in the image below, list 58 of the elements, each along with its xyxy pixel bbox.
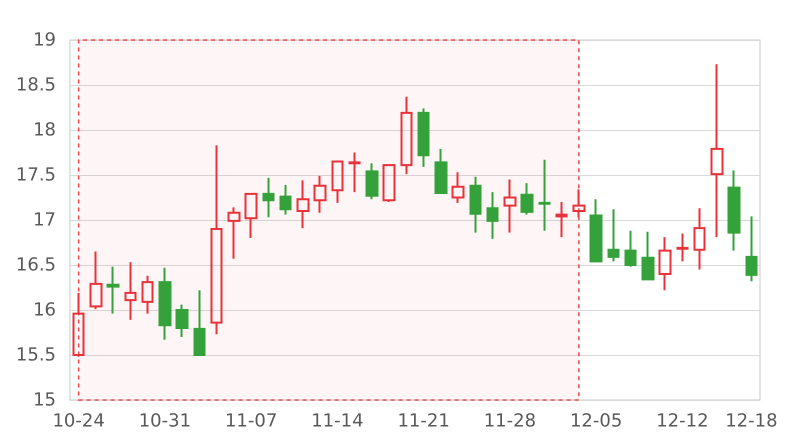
candlestick [418,107,430,168]
candlestick [210,144,222,336]
candlestick [296,179,310,230]
candlestick [504,178,516,234]
candlestick [572,188,586,218]
candlestick [452,171,464,204]
candlestick [434,148,448,194]
candlestick [520,182,534,216]
x-tick-label: 11-07 [224,410,278,432]
y-tick-label: 17.5 [16,164,56,186]
candlestick [366,162,378,200]
candlestick [590,198,602,262]
y-tick-label: 17 [33,210,56,230]
y-tick-label: 15 [33,390,56,410]
candlestick [642,230,654,280]
x-tick-label: 12-18 [725,410,778,432]
y-tick-label: 19 [33,30,56,50]
candlestick [382,163,396,203]
candlestick [244,192,258,239]
candlestick [486,191,498,240]
candlestick [90,250,102,310]
candlestick [314,174,326,214]
x-tick-label: 10-31 [138,410,192,432]
candlestick [332,160,344,204]
y-tick-label: 18 [33,120,56,140]
x-tick-label: 11-14 [311,410,364,432]
y-tick-label: 18.5 [16,74,56,96]
candlestick [106,266,120,315]
candlestick [262,176,274,218]
x-tick-label: 11-21 [397,410,450,432]
candlestick [746,215,758,282]
candlestick [228,206,240,260]
candlestick [142,274,154,315]
candlestick [710,63,724,238]
candlestick [470,176,482,234]
x-tick-label: 12-12 [656,410,709,432]
x-tick-label: 12-05 [570,410,622,432]
candlestick [538,158,550,232]
y-tick-label: 16.5 [16,254,56,276]
candlestick [608,208,620,262]
y-tick-label: 16 [33,300,56,320]
y-tick-label: 15.5 [16,344,56,366]
candlestick [158,266,172,341]
candlestick [72,292,84,358]
candlestick [676,232,688,262]
candlestick [658,236,672,292]
candlestick [348,152,360,194]
candlestick [728,170,740,252]
candlestick [176,304,188,338]
x-tick-label: 11-28 [484,410,536,432]
candlestick [694,207,706,270]
candlestick [400,96,412,176]
candlestick [624,230,636,268]
candlestick [124,261,136,321]
candlestick [194,289,206,356]
x-tick-label: 10-24 [52,410,105,432]
candlestick [280,184,292,216]
candlestick [556,201,568,238]
